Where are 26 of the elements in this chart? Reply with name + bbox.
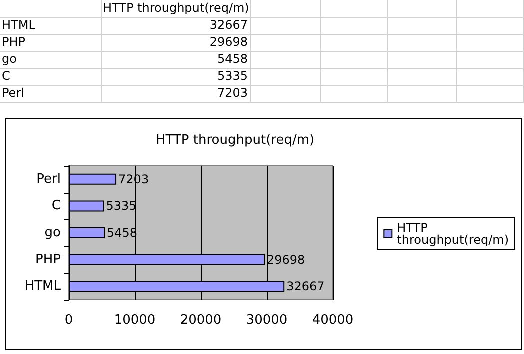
legend-label: HTTP throughput(req/m) <box>397 221 509 247</box>
category-label: go <box>2 52 17 66</box>
x-tick-label: 10000 <box>114 313 156 328</box>
y-tick-label: PHP <box>36 252 62 268</box>
category-label: PHP <box>2 35 26 49</box>
category-label: C <box>2 69 10 83</box>
text: 29698 <box>210 34 248 51</box>
text: 5458 <box>217 51 248 68</box>
chart-title: HTTP throughput(req/m) <box>156 133 315 148</box>
data-label: 5335 <box>106 199 137 214</box>
text: 32667 <box>210 17 248 34</box>
x-tick-label: 30000 <box>246 313 288 328</box>
x-tick-label: 0 <box>64 313 74 328</box>
category-label: Perl <box>2 86 24 100</box>
data-label: 29698 <box>267 252 306 267</box>
y-tick-label: HTML <box>24 279 62 294</box>
text: 7203 <box>217 85 248 102</box>
x-tick-label: 20000 <box>180 313 222 328</box>
category-label: HTML <box>2 18 36 32</box>
y-tick-label: C <box>52 198 61 214</box>
chart-title: HTTP throughput(req/m) <box>103 1 250 15</box>
data-label: 32667 <box>286 280 325 294</box>
text: 5335 <box>217 68 248 85</box>
x-tick-label: 40000 <box>312 313 354 328</box>
y-tick-label: go <box>44 226 62 240</box>
y-tick-label: Perl <box>36 172 61 187</box>
